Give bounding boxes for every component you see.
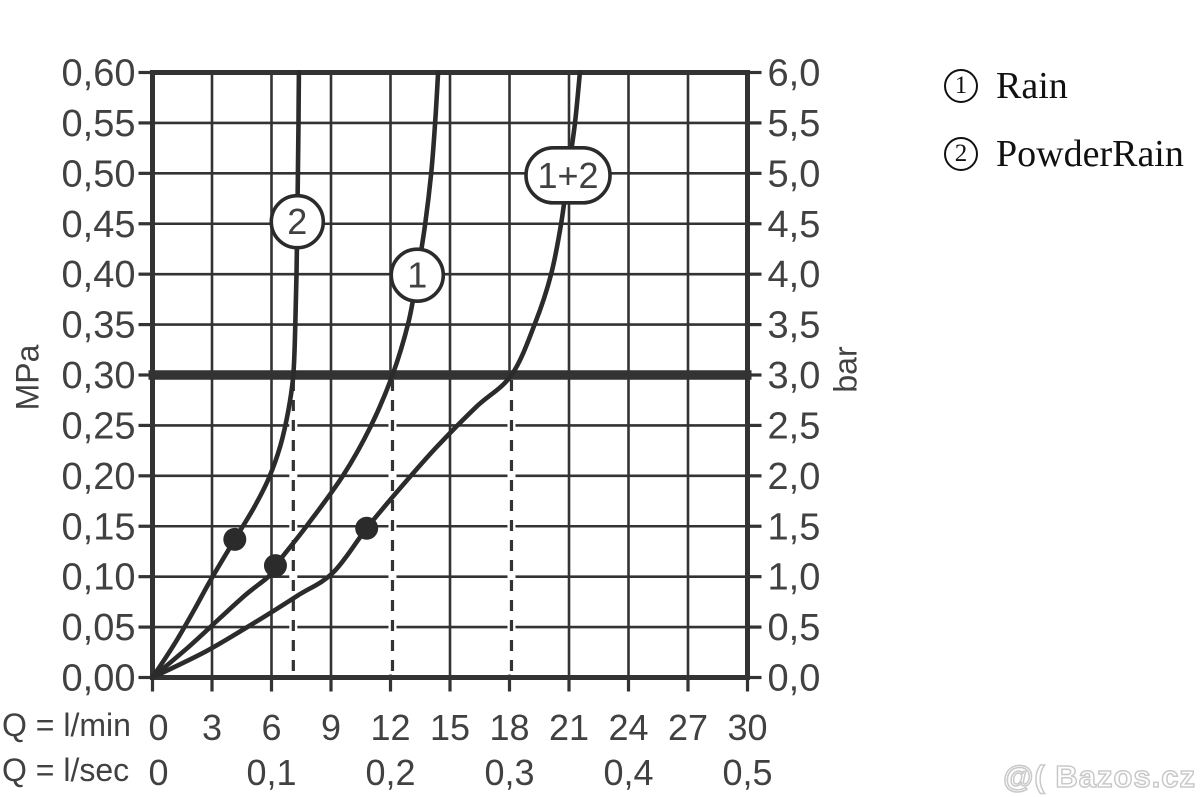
y-left-tick-label: 0,35	[62, 305, 136, 347]
x-sec-tick-label: 0,1	[246, 752, 296, 793]
y-left-tick-label: 0,20	[62, 456, 136, 498]
x-tick-label: 24	[608, 707, 648, 748]
y-left-tick-label: 0,60	[62, 53, 136, 95]
watermark: @( Bazos.cz	[1002, 758, 1196, 795]
data-point-1+2	[355, 516, 379, 540]
y-right-unit-label: bar	[827, 346, 864, 393]
y-right-tick-label: 3,5	[768, 305, 821, 347]
x-tick-label: 6	[261, 707, 281, 748]
y-right-tick-label: 2,5	[768, 405, 821, 447]
y-right-tick-label: 1,5	[768, 506, 821, 548]
legend-number-badge: 2	[944, 137, 978, 171]
data-point-1	[263, 554, 287, 578]
y-right-tick-label: 6,0	[768, 53, 821, 95]
curve-label-text-1: 1	[407, 255, 427, 296]
x-axis-caption-lmin: Q = l/min	[2, 707, 131, 743]
y-left-tick-label: 0,40	[62, 254, 136, 296]
y-left-tick-label: 0,05	[62, 607, 136, 649]
curve-label-text-2: 2	[287, 201, 307, 242]
x-sec-tick-label: 0,5	[722, 752, 772, 793]
y-left-tick-label: 0,15	[62, 506, 136, 548]
y-left-tick-label: 0,25	[62, 405, 136, 447]
legend-item-label: PowderRain	[996, 133, 1184, 175]
y-right-tick-label: 5,5	[768, 103, 821, 145]
x-tick-label: 30	[727, 707, 767, 748]
curve-label-bubble-1	[389, 247, 446, 303]
curve-label-text-1+2: 1+2	[537, 155, 598, 196]
y-left-tick-label: 0,30	[62, 355, 136, 397]
x-tick-label: 0	[148, 707, 168, 748]
y-right-tick-label: 2,0	[768, 456, 821, 498]
y-left-tick-label: 0,55	[62, 103, 136, 145]
x-sec-tick-label: 0	[148, 752, 168, 793]
x-axis-caption-lsec: Q = l/sec	[2, 752, 130, 788]
legend-number-badge: 1	[944, 69, 978, 103]
curve-label-bubble-1+2	[524, 146, 612, 205]
y-right-tick-label: 4,5	[768, 204, 821, 246]
legend-item-rain: 1 Rain	[944, 64, 1184, 108]
x-tick-label: 18	[489, 707, 529, 748]
x-sec-tick-label: 0,2	[365, 752, 415, 793]
y-right-tick-label: 1,0	[768, 557, 821, 599]
x-tick-label: 27	[668, 707, 708, 748]
x-tick-label: 12	[370, 707, 410, 748]
legend: 1 Rain 2 PowderRain	[944, 64, 1184, 200]
y-right-tick-label: 0,0	[768, 658, 821, 700]
y-left-unit-label: MPa	[9, 344, 46, 411]
y-left-tick-label: 0,10	[62, 557, 136, 599]
x-sec-tick-label: 0,4	[603, 752, 653, 793]
y-left-tick-label: 0,45	[62, 204, 136, 246]
data-point-2	[223, 527, 247, 551]
y-right-tick-label: 4,0	[768, 254, 821, 296]
x-tick-label: 3	[202, 707, 222, 748]
y-right-tick-label: 5,0	[768, 153, 821, 195]
curve-1	[150, 70, 441, 680]
legend-item-powderrain: 2 PowderRain	[944, 132, 1184, 176]
y-left-tick-label: 0,50	[62, 153, 136, 195]
x-tick-label: 21	[549, 707, 589, 748]
y-right-tick-label: 3,0	[768, 355, 821, 397]
y-right-tick-label: 0,5	[768, 607, 821, 649]
x-sec-tick-label: 0,3	[484, 752, 534, 793]
legend-item-label: Rain	[996, 65, 1068, 107]
y-left-tick-label: 0,00	[62, 658, 136, 700]
x-tick-label: 9	[321, 707, 341, 748]
curve-label-bubble-2	[269, 193, 326, 250]
x-tick-label: 15	[430, 707, 470, 748]
